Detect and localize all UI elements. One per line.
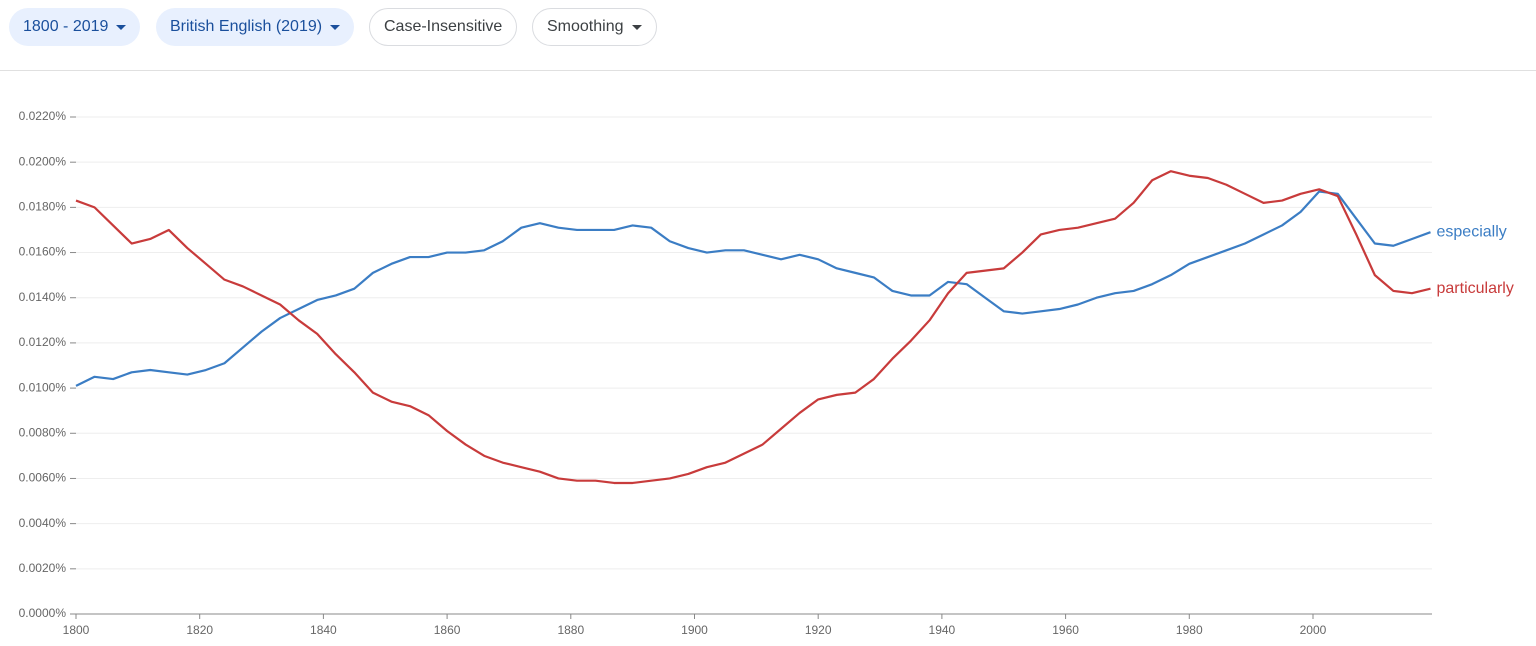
y-tick-label: 0.0140% [19,290,67,304]
x-tick-label: 1900 [681,623,708,637]
chip-label: Case-Insensitive [384,18,503,35]
chip-label: British English (2019) [170,18,323,35]
x-tick-label: 2000 [1300,623,1327,637]
caret [116,24,127,30]
y-tick-label: 0.0040% [19,516,67,530]
y-tick-label: 0.0160% [19,245,67,259]
x-tick-label: 1840 [310,623,337,637]
x-tick-label: 1920 [805,623,832,637]
y-tick-label: 0.0120% [19,335,67,349]
case-chip[interactable]: Case-Insensitive [369,8,518,46]
y-tick-label: 0.0080% [19,425,67,439]
series-label: particularly [1437,280,1514,297]
y-tick-label: 0.0000% [19,606,67,620]
series-line [75,190,1431,387]
x-tick-label: 1880 [557,623,584,637]
y-tick-label: 0.0100% [19,380,67,394]
series-label: especially [1437,223,1507,240]
y-tick-label: 0.0180% [19,200,67,214]
x-tick-label: 1960 [1052,623,1079,637]
chip-label: Smoothing [547,18,624,35]
date-range-chip[interactable]: 1800 - 2019 [9,8,141,46]
x-tick-label: 1940 [929,623,956,637]
x-tick-label: 1820 [186,623,213,637]
y-tick-label: 0.0200% [19,154,67,168]
y-tick-label: 0.0020% [19,561,67,575]
corpus-chip[interactable]: British English (2019) [156,8,355,46]
caret [330,24,341,30]
chip-label: 1800 - 2019 [23,18,109,35]
x-tick-label: 1800 [63,623,90,637]
caret [631,24,642,30]
smoothing-chip[interactable]: Smoothing [532,8,657,46]
x-tick-label: 1980 [1176,623,1203,637]
series-line [75,170,1431,485]
y-tick-label: 0.0060% [19,471,67,485]
divider [0,70,1536,71]
y-tick-label: 0.0220% [19,109,67,123]
x-tick-label: 1860 [434,623,461,637]
